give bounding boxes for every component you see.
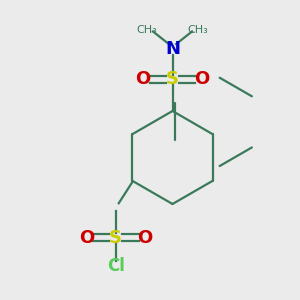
Text: S: S [166, 70, 179, 88]
Text: O: O [136, 70, 151, 88]
Text: O: O [79, 229, 94, 247]
Text: Cl: Cl [107, 257, 125, 275]
Text: CH₃: CH₃ [188, 25, 208, 35]
Text: S: S [109, 229, 122, 247]
Text: CH₃: CH₃ [136, 25, 158, 35]
Text: O: O [194, 70, 209, 88]
Text: N: N [165, 40, 180, 58]
Text: O: O [137, 229, 153, 247]
